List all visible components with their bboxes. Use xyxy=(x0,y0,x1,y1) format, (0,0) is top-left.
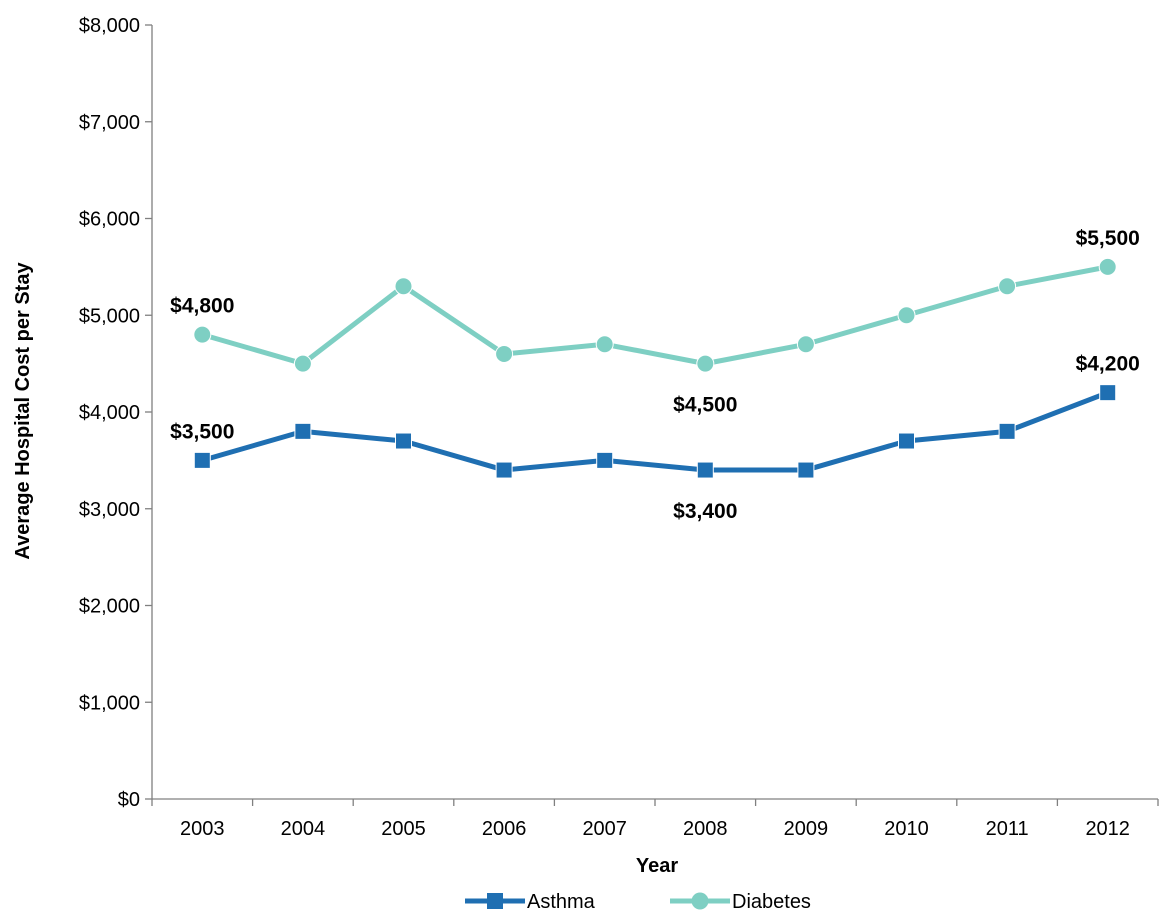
diabetes-line xyxy=(201,264,1109,367)
asthma-point xyxy=(998,422,1016,440)
diabetes-point xyxy=(595,335,614,354)
data-label: $4,800 xyxy=(170,295,234,318)
y-tick-label: $2,000 xyxy=(79,596,140,618)
y-tick-label: $4,000 xyxy=(79,402,140,424)
y-tick-label: $7,000 xyxy=(79,112,140,134)
y-tick-label: $6,000 xyxy=(79,209,140,231)
x-tick-label: 2008 xyxy=(683,818,728,840)
data-labels: $4,800 $4,500 $5,500 $3,500 $3,400 $4,200 xyxy=(170,227,1140,523)
x-axis-title: Year xyxy=(636,855,678,877)
legend-marker-asthma xyxy=(487,893,503,909)
diabetes-point xyxy=(1098,257,1117,276)
asthma-point xyxy=(193,451,211,469)
asthma-point xyxy=(696,461,714,479)
diabetes-point xyxy=(495,344,514,363)
data-label: $5,500 xyxy=(1076,227,1140,250)
x-tick-label: 2004 xyxy=(281,818,326,840)
x-tick-label: 2005 xyxy=(381,818,426,840)
axes xyxy=(151,25,1158,800)
diabetes-point xyxy=(998,277,1017,296)
asthma-line xyxy=(201,390,1109,473)
series-diabetes xyxy=(193,257,1117,373)
series-layer xyxy=(193,257,1117,479)
x-tick-label: 2007 xyxy=(582,818,627,840)
data-label: $4,200 xyxy=(1076,353,1140,376)
legend-label-asthma: Asthma xyxy=(527,891,596,912)
y-tick-label: $8,000 xyxy=(79,15,140,37)
legend: Asthma Diabetes xyxy=(465,891,811,913)
diabetes-point xyxy=(394,277,413,296)
x-tick-label: 2003 xyxy=(180,818,225,840)
legend-item-diabetes: Diabetes xyxy=(670,891,811,913)
y-axis-ticks: $0 $1,000 $2,000 $3,000 $4,000 $5,000 $6,000 $7… xyxy=(79,15,152,811)
asthma-point xyxy=(1099,384,1117,402)
y-tick-label: $0 xyxy=(118,789,140,811)
x-tick-label: 2006 xyxy=(482,818,527,840)
asthma-point xyxy=(294,422,312,440)
x-tick-label: 2012 xyxy=(1085,818,1130,840)
series-asthma xyxy=(193,384,1117,479)
y-axis-title: Average Hospital Cost per Stay xyxy=(12,262,34,560)
x-tick-label: 2011 xyxy=(986,818,1029,840)
legend-item-asthma: Asthma xyxy=(465,891,596,913)
data-label: $3,400 xyxy=(673,500,737,523)
asthma-point xyxy=(898,432,915,450)
diabetes-point xyxy=(897,306,916,325)
x-axis-ticks: 2003 2004 2005 2006 2007 2008 2009 2010 2011 2012 xyxy=(151,799,1159,840)
x-tick-label: 2009 xyxy=(784,818,829,840)
diabetes-point xyxy=(293,354,312,373)
legend-label-diabetes: Diabetes xyxy=(732,891,811,912)
y-tick-label: $1,000 xyxy=(79,692,140,714)
data-label: $3,500 xyxy=(170,420,234,443)
diabetes-point xyxy=(696,354,715,373)
legend-marker-diabetes xyxy=(691,892,709,910)
asthma-point xyxy=(495,461,513,479)
x-tick-label: 2010 xyxy=(884,818,929,840)
data-label: $4,500 xyxy=(673,394,737,417)
asthma-point xyxy=(596,451,614,469)
y-tick-label: $3,000 xyxy=(79,499,140,521)
diabetes-point xyxy=(796,335,815,354)
asthma-point xyxy=(395,432,412,450)
y-tick-label: $5,000 xyxy=(79,305,140,327)
diabetes-point xyxy=(193,325,212,344)
asthma-point xyxy=(797,461,815,479)
